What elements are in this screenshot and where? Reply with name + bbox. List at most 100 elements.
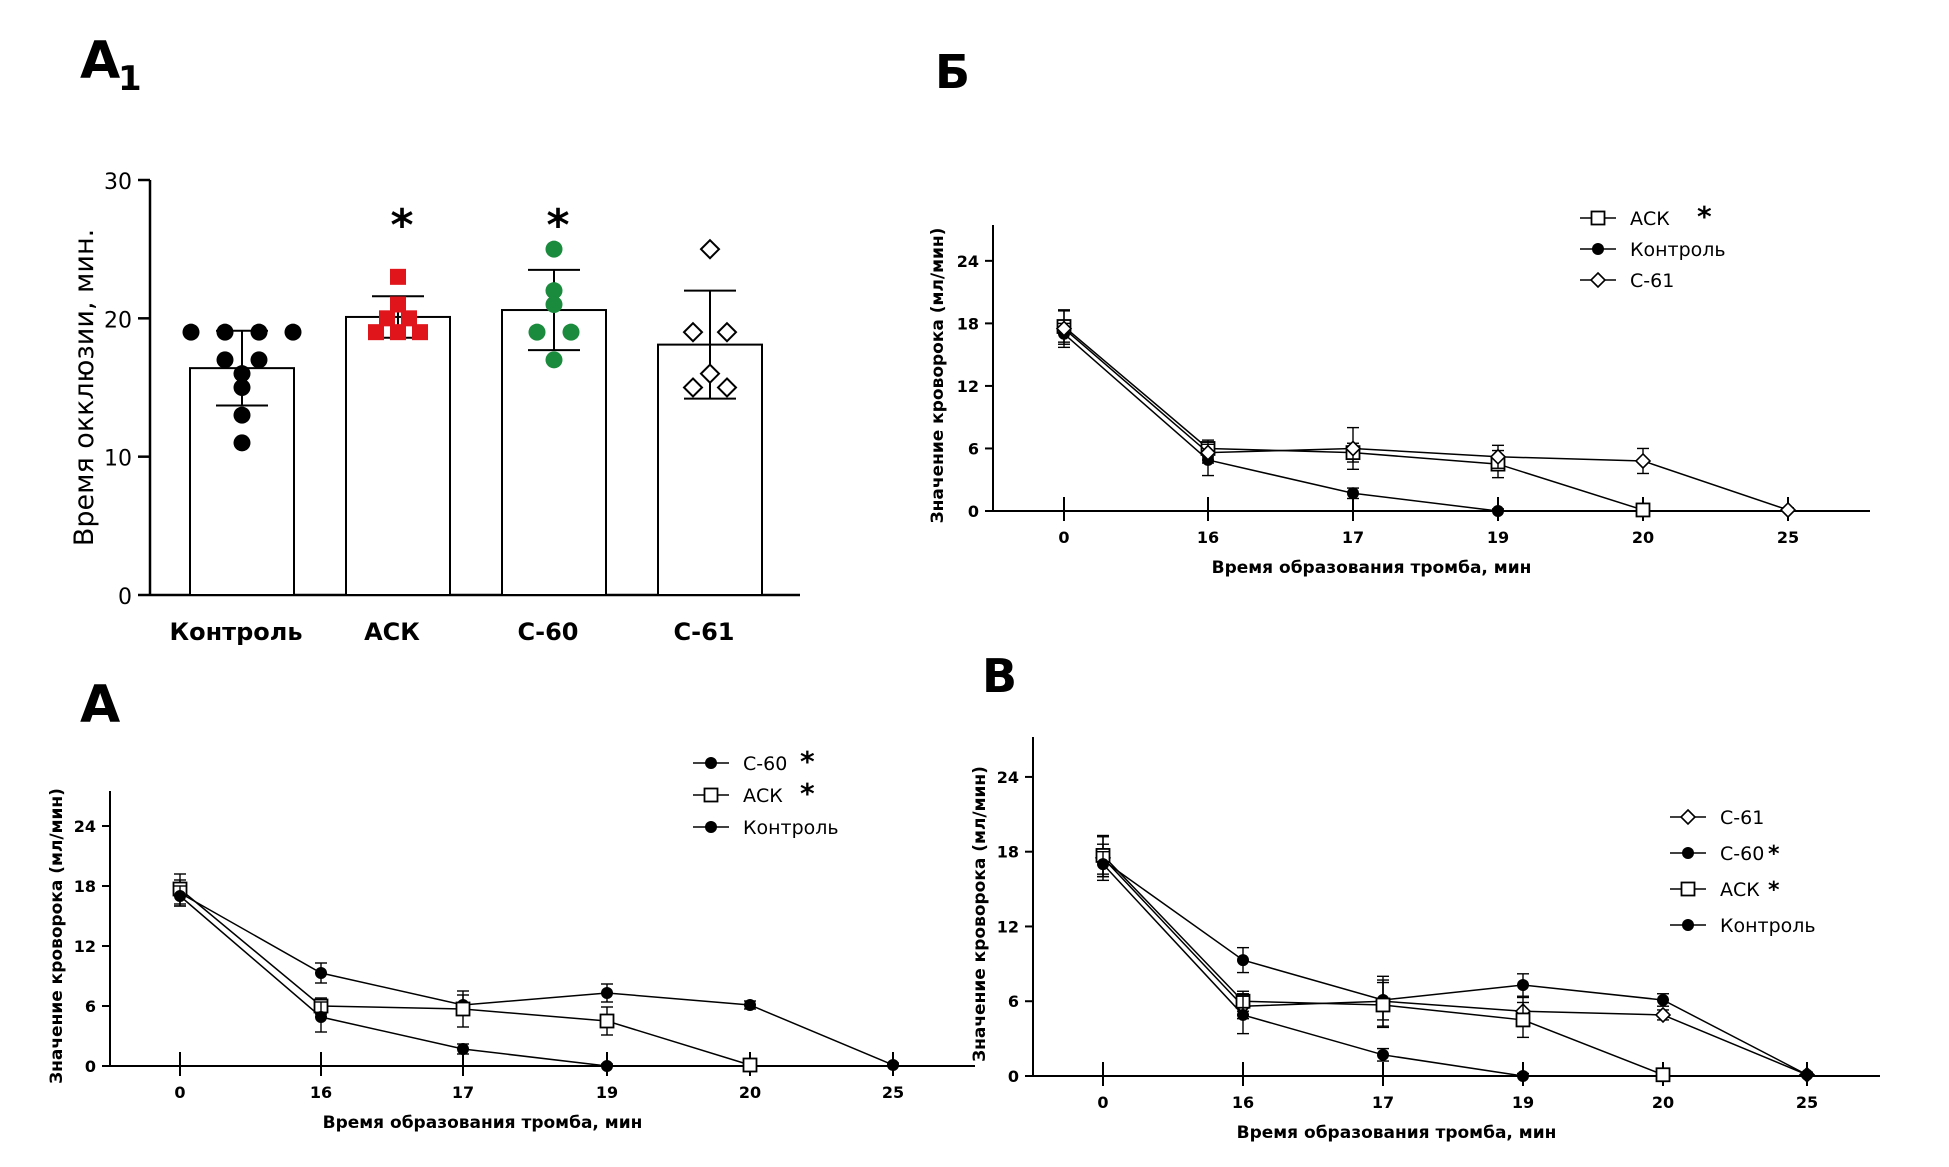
legend-marker <box>705 757 717 769</box>
data-point <box>315 967 327 979</box>
legend-marker <box>1592 243 1604 255</box>
data-point <box>1517 1070 1529 1082</box>
legend-entry: Контроль <box>743 817 839 839</box>
y-axis-label: Время окклюзии, мин. <box>69 229 100 546</box>
data-point <box>599 1013 615 1029</box>
chart-a-line: 0 6 12 18 24 0 16 17 19 20 25 Время образования тро… <box>47 745 975 1133</box>
y-tick-label: 24 <box>74 817 96 836</box>
data-point <box>216 323 234 341</box>
x-tick-label: 0 <box>174 1083 185 1102</box>
x-tick-label: 25 <box>882 1083 904 1102</box>
x-axis-label: Время образования тромба, мин <box>1237 1123 1557 1143</box>
x-tick-label: 19 <box>1487 528 1509 547</box>
legend-marker <box>1590 210 1606 226</box>
series-line <box>1063 325 1644 511</box>
data-point <box>174 890 186 902</box>
data-point <box>682 377 704 398</box>
legend-entry: Контроль <box>1720 915 1816 937</box>
y-tick-label: 12 <box>74 937 96 956</box>
legend-entry: АСК <box>1630 208 1670 230</box>
data-point <box>1344 440 1362 457</box>
data-point <box>1779 501 1797 519</box>
panel-label-a: А <box>80 675 120 735</box>
data-point <box>1654 1006 1672 1024</box>
data-point <box>1657 993 1669 1006</box>
y-tick-label: 0 <box>1008 1067 1019 1086</box>
x-axis-label: Время образования тромба, мин <box>1212 558 1532 578</box>
series-line <box>1063 333 1499 512</box>
data-point <box>601 987 613 999</box>
data-point <box>1635 502 1651 518</box>
legend-marker <box>1682 919 1694 931</box>
bar-2 <box>345 315 451 596</box>
data-point <box>457 1043 469 1055</box>
data-point <box>379 310 395 327</box>
x-tick-label: 20 <box>1652 1093 1674 1112</box>
data-point <box>562 323 580 341</box>
y-tick-label: 0 <box>968 502 979 521</box>
data-point <box>412 324 428 341</box>
x-tick-label: 20 <box>739 1083 761 1102</box>
x-tick-label: 0 <box>1097 1093 1108 1112</box>
panel-label-v: В <box>982 649 1017 703</box>
y-tick-label: 24 <box>997 768 1019 787</box>
chart-v-line: 0 6 12 18 24 0 16 17 19 20 25 Время образования тро… <box>970 737 1880 1143</box>
legend-entry: С-60 <box>1720 843 1764 865</box>
x-axis-label: Время образования тромба, мин <box>323 1113 643 1133</box>
chart-b-line: 0 6 12 18 24 0 16 17 19 20 25 Время образования тро… <box>928 200 1870 578</box>
x-tick-label: 16 <box>1232 1093 1254 1112</box>
legend-entry: С-60 <box>743 753 787 775</box>
y-tick-label: 0 <box>85 1057 96 1076</box>
y-axis-label: Значение кроворока (мл/мин) <box>47 788 67 1084</box>
legend-entry: Контроль <box>1630 239 1726 261</box>
data-point <box>1655 1067 1671 1083</box>
panel-label-a1: А <box>80 31 120 91</box>
y-tick-label: 6 <box>85 997 96 1016</box>
chart-a1-bar: 0 10 20 30 Время окклюзии, мин. Контроль АСК * С… <box>69 170 800 646</box>
y-tick-label: 20 <box>104 308 132 333</box>
data-point <box>233 379 251 396</box>
data-point <box>716 377 738 398</box>
data-point <box>315 1011 327 1023</box>
data-point <box>1634 452 1652 470</box>
data-point <box>1055 320 1073 337</box>
x-tick-label: 19 <box>1512 1093 1534 1112</box>
series-line <box>179 888 751 1066</box>
data-point <box>545 282 563 300</box>
data-point <box>455 1001 471 1017</box>
x-tick-label: С-61 <box>674 618 735 646</box>
data-point <box>716 321 738 343</box>
data-point <box>250 351 268 369</box>
series-line <box>1063 328 1789 511</box>
legend-marker <box>1682 847 1694 859</box>
data-point <box>545 240 563 258</box>
legend-entry: С-61 <box>1720 807 1764 829</box>
data-point <box>742 1057 758 1073</box>
x-tick-label: 20 <box>1632 528 1654 547</box>
y-tick-label: 18 <box>997 843 1019 862</box>
y-tick-label: 6 <box>968 439 979 458</box>
data-point <box>390 268 406 285</box>
legend-marker <box>703 787 719 803</box>
legend-significance-star: * <box>1768 878 1780 903</box>
x-tick-label: 16 <box>1197 528 1219 547</box>
panel-label-a1-subscript: 1 <box>118 59 142 99</box>
data-point <box>699 363 721 385</box>
data-point <box>528 323 546 341</box>
data-point <box>1377 1048 1389 1061</box>
legend-marker <box>705 821 717 833</box>
data-point <box>887 1059 899 1071</box>
significance-star: * <box>546 200 569 251</box>
y-axis-label: Значение кроворока (мл/мин) <box>970 766 990 1062</box>
y-tick-label: 18 <box>957 314 979 333</box>
y-axis-label: Значение кроворока (мл/мин) <box>928 228 948 524</box>
series-line <box>1102 857 1808 1076</box>
data-point <box>1801 1068 1813 1081</box>
y-tick-label: 12 <box>997 917 1019 936</box>
y-tick-label: 6 <box>1008 992 1019 1011</box>
data-point <box>545 351 563 369</box>
x-tick-label: 17 <box>1342 528 1364 547</box>
y-tick-label: 24 <box>957 252 979 271</box>
series-line <box>1102 863 1524 1077</box>
